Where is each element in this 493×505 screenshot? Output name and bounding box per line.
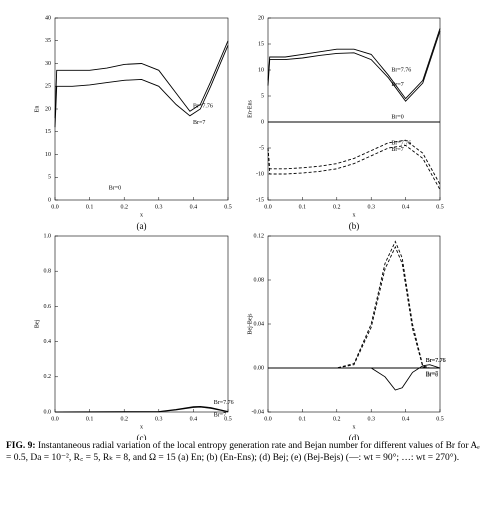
y-tick-label: 30 xyxy=(45,61,51,67)
y-tick-label: 0.00 xyxy=(254,365,265,371)
y-tick-label: 20 xyxy=(258,15,264,21)
x-tick-label: 0.3 xyxy=(155,204,163,210)
x-tick-label: 0.5 xyxy=(436,416,444,422)
y-tick-label: 0 xyxy=(261,119,264,125)
x-tick-label: 0.3 xyxy=(367,204,375,210)
y-tick-label: 0.8 xyxy=(44,269,52,275)
series-label: Br=0 xyxy=(391,114,403,120)
series-line xyxy=(267,139,441,185)
x-axis-label: x xyxy=(140,212,143,218)
x-tick-label: 0.4 xyxy=(190,416,198,422)
series-label: Br=7 xyxy=(214,413,226,419)
y-axis-label: Bej xyxy=(34,320,40,329)
series-label: Br=7.76 xyxy=(426,358,446,364)
y-tick-label: 40 xyxy=(45,15,51,21)
y-tick-label: 5 xyxy=(48,175,51,181)
y-tick-label: 0.4 xyxy=(44,339,52,345)
series-label: Br=7 xyxy=(391,147,403,153)
series-label: Br=7.76 xyxy=(391,68,411,74)
x-tick-label: 0.0 xyxy=(264,204,272,210)
x-axis-label: x xyxy=(353,212,356,218)
x-tick-label: 0.1 xyxy=(299,204,307,210)
y-tick-label: 0.6 xyxy=(44,304,52,310)
series-line xyxy=(54,40,229,119)
y-tick-label: 0 xyxy=(48,197,51,203)
y-tick-label: 10 xyxy=(45,152,51,158)
y-tick-label: 0.04 xyxy=(254,321,265,327)
x-tick-label: 0.3 xyxy=(155,416,163,422)
x-tick-label: 0.1 xyxy=(299,416,307,422)
caption: FIG. 9: Instantaneous radial variation o… xyxy=(6,440,486,464)
y-tick-label: -15 xyxy=(256,197,264,203)
y-axis-label: En xyxy=(34,106,40,113)
y-tick-label: -0.04 xyxy=(252,409,265,415)
series-line xyxy=(268,240,440,369)
x-tick-label: 0.2 xyxy=(333,416,341,422)
x-tick-label: 0.4 xyxy=(190,204,198,210)
y-tick-label: -10 xyxy=(256,171,264,177)
x-tick-label: 0.2 xyxy=(120,204,128,210)
panel-label: (d) xyxy=(349,433,360,440)
series-label: Br=7.76 xyxy=(193,104,213,110)
y-tick-label: 20 xyxy=(45,106,51,112)
x-tick-label: 0.0 xyxy=(51,204,59,210)
y-tick-label: 1.0 xyxy=(44,233,52,239)
y-tick-label: 25 xyxy=(45,84,51,90)
figure: 0.0 0.1 0.2 0.3 0.4 0.5 0 5 10 15 20 25 30 35 40 x En (a)… xyxy=(34,15,446,440)
x-axis-label: x xyxy=(353,424,356,430)
series-line xyxy=(268,364,441,391)
y-axis-label: Bej-Bejs xyxy=(247,313,253,335)
y-tick-label: 0.12 xyxy=(254,233,265,239)
x-tick-label: 0.2 xyxy=(333,204,341,210)
panel-label: (a) xyxy=(137,221,147,231)
x-tick-label: 0.4 xyxy=(402,416,410,422)
x-tick-label: 0.5 xyxy=(224,204,232,210)
x-tick-label: 0.0 xyxy=(51,416,59,422)
y-tick-label: 0.0 xyxy=(44,409,52,415)
y-tick-label: 15 xyxy=(258,41,264,47)
series-label: Br=7 xyxy=(193,120,205,126)
panel-label: (b) xyxy=(349,221,360,231)
x-tick-label: 0.1 xyxy=(86,416,94,422)
series-label: Br=7.76 xyxy=(426,358,446,364)
x-tick-label: 0.1 xyxy=(86,204,94,210)
series-line xyxy=(268,245,440,369)
y-tick-label: -5 xyxy=(259,145,264,151)
series-label: Br=7.76 xyxy=(391,140,411,146)
x-tick-label: 0.3 xyxy=(367,416,375,422)
y-tick-label: 5 xyxy=(261,93,264,99)
plot-frame xyxy=(54,235,229,413)
series-line xyxy=(54,406,229,413)
series-label: Br=7 xyxy=(391,82,403,88)
y-tick-label: 35 xyxy=(45,38,51,44)
annotation: Br=0 xyxy=(109,185,121,191)
plot-frame xyxy=(267,17,441,201)
caption-text: Instantaneous radial variation of the lo… xyxy=(6,441,480,463)
series-label: Br=7 xyxy=(426,371,438,377)
panel-label: (c) xyxy=(137,433,147,440)
x-tick-label: 0.0 xyxy=(264,416,272,422)
y-axis-label: En-Ens xyxy=(247,100,253,118)
series-line xyxy=(267,30,441,102)
caption-label: FIG. 9: xyxy=(6,441,36,451)
x-tick-label: 0.4 xyxy=(402,204,410,210)
y-tick-label: 0.2 xyxy=(44,374,52,380)
y-tick-label: 10 xyxy=(258,67,264,73)
series-label: Br=7.76 xyxy=(214,400,234,406)
y-tick-label: 15 xyxy=(45,129,51,135)
series-line xyxy=(267,28,441,100)
x-tick-label: 0.2 xyxy=(120,416,128,422)
x-tick-label: 0.5 xyxy=(224,416,232,422)
x-tick-label: 0.5 xyxy=(436,204,444,210)
x-axis-label: x xyxy=(140,424,143,430)
y-tick-label: 0.08 xyxy=(254,277,265,283)
series-label: Br=0 xyxy=(426,372,438,378)
series-line xyxy=(54,45,229,128)
series-line xyxy=(267,144,441,190)
plot-frame xyxy=(267,235,441,413)
